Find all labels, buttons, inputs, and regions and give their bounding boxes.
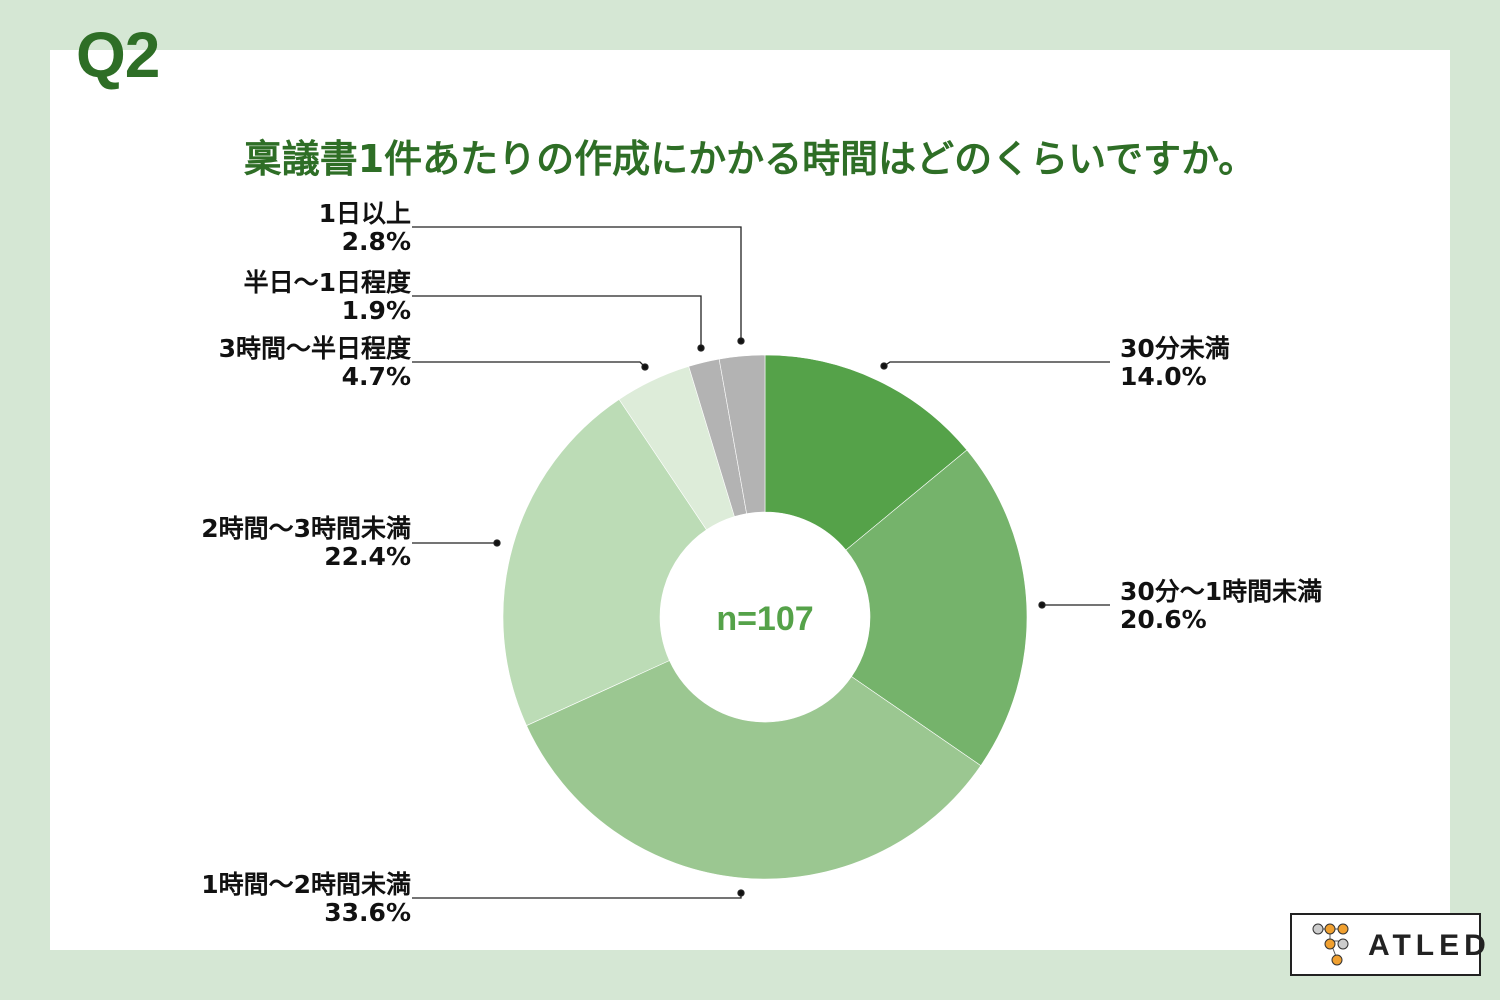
question-number: Q2	[76, 19, 160, 91]
slice-1	[845, 449, 1028, 767]
slice-3	[502, 398, 707, 726]
label-30min-1h: 30分〜1時間未満 20.6%	[1120, 577, 1323, 634]
label-2h-3h: 2時間〜3時間未満 22.4%	[201, 514, 411, 571]
leader-dot-2	[737, 889, 745, 897]
leader-dot-1	[1038, 601, 1046, 609]
leader-line-4	[412, 361, 646, 368]
logo-text: ATLED	[1368, 929, 1491, 962]
label-over-1day: 1日以上 2.8%	[318, 199, 411, 256]
label-3h-halfday: 3時間〜半日程度 4.7%	[218, 334, 411, 391]
leader-line-2	[412, 893, 742, 899]
leader-line-5	[412, 295, 702, 348]
slice-2	[526, 660, 982, 880]
leader-line-6	[412, 226, 742, 341]
atled-logo: ATLED	[1290, 913, 1486, 976]
slice-6	[718, 354, 766, 514]
logo-mark-icon	[1312, 923, 1349, 966]
label-1h-2h: 1時間〜2時間未満 33.6%	[201, 870, 411, 927]
leader-dot-6	[737, 337, 745, 345]
leader-dot-3	[493, 539, 501, 547]
label-halfday-1day: 半日〜1日程度 1.9%	[243, 268, 411, 325]
slice-0	[764, 354, 968, 551]
chart-title: 稟議書1件あたりの作成にかかる時間はどのくらいですか。	[243, 137, 1257, 181]
leader-line-0	[883, 361, 1110, 367]
leader-dot-0	[880, 362, 888, 370]
leader-dot-4	[641, 363, 649, 371]
center-label: n=107	[716, 600, 813, 638]
label-under-30min: 30分未満 14.0%	[1120, 334, 1230, 391]
leader-dot-5	[697, 344, 705, 352]
